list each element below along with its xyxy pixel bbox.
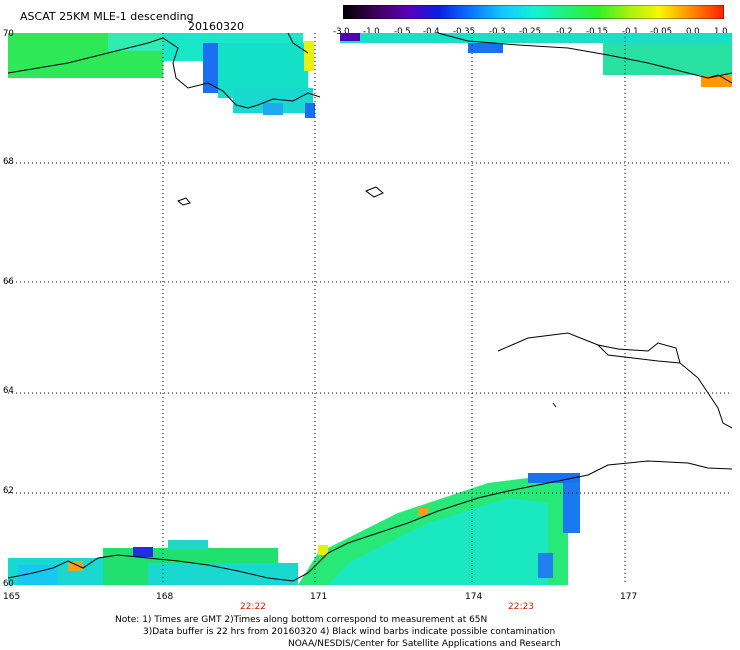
footer-note-line1: Note: 1) Times are GMT 2)Times along bot… xyxy=(115,615,488,625)
colorbar-label: -0.15 xyxy=(586,27,608,37)
lon-label: 174 xyxy=(465,592,483,602)
lon-label: 171 xyxy=(310,592,328,602)
wind-swath-northwest xyxy=(8,33,315,118)
colorbar-label: -0.35 xyxy=(453,27,475,37)
colorbar-label: -0.05 xyxy=(650,27,672,37)
colorbar xyxy=(343,5,724,19)
colorbar-label: -0.4 xyxy=(423,27,440,37)
colorbar-label: 1.0 xyxy=(714,27,728,37)
lat-lon-grid xyxy=(8,33,732,585)
colorbar-label: 0.0 xyxy=(686,27,700,37)
lat-label: 62 xyxy=(3,486,14,496)
colorbar-label: -1.0 xyxy=(363,27,380,37)
time-label: 22:23 xyxy=(508,602,534,612)
lat-label: 70 xyxy=(3,29,14,39)
colorbar-label: -3.0 xyxy=(333,27,350,37)
lon-label: 177 xyxy=(620,592,638,602)
product-date: 20160320 xyxy=(188,20,244,33)
map-panel xyxy=(7,32,733,589)
lat-label: 66 xyxy=(3,277,14,287)
lat-label: 68 xyxy=(3,157,14,167)
product-title: ASCAT 25KM MLE-1 descending xyxy=(20,10,194,23)
time-label: 22:22 xyxy=(240,602,266,612)
colorbar-label: -0.1 xyxy=(622,27,639,37)
colorbar-label: -0.25 xyxy=(519,27,541,37)
colorbar-label: -0.5 xyxy=(394,27,411,37)
lon-label: 165 xyxy=(3,592,21,602)
colorbar-labels: -3.0 -1.0 -0.5 -0.4 -0.35 -0.3 -0.25 -0.… xyxy=(330,27,730,39)
wind-swath-south xyxy=(8,473,580,585)
lat-label: 64 xyxy=(3,386,14,396)
footer-note-line2: 3)Data buffer is 22 hrs from 20160320 4)… xyxy=(143,627,556,637)
lon-label: 168 xyxy=(156,592,174,602)
colorbar-label: -0.3 xyxy=(489,27,506,37)
coastlines xyxy=(7,32,733,582)
colorbar-label: -0.2 xyxy=(556,27,573,37)
footer-credit: NOAA/NESDIS/Center for Satellite Applica… xyxy=(288,639,561,649)
wind-swath-northeast xyxy=(340,33,732,87)
lat-label: 60 xyxy=(3,579,14,589)
